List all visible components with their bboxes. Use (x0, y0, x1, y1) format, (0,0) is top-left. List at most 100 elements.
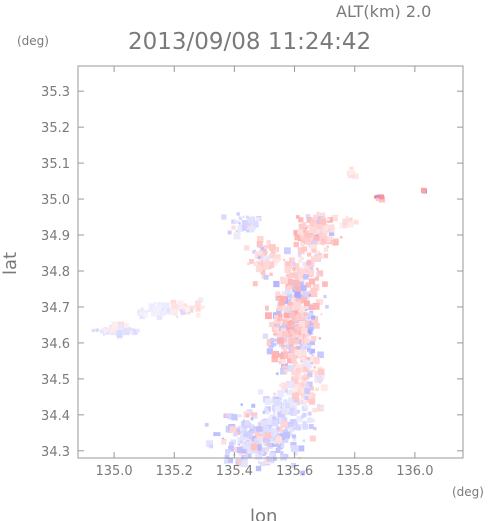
radar-echo-point (349, 169, 355, 175)
radar-echo-point (119, 328, 126, 335)
radar-echo-point (269, 429, 275, 435)
radar-echo-point (243, 449, 249, 455)
radar-echo-point (264, 398, 272, 405)
y-tick-label: 34.7 (41, 301, 70, 316)
radar-echo-point (309, 386, 314, 391)
radar-echo-point (312, 237, 315, 240)
radar-echo-point (280, 382, 288, 390)
radar-echo-point (281, 291, 289, 298)
radar-echo-point (266, 240, 271, 245)
radar-echo-point (297, 356, 300, 359)
radar-echo-point (262, 452, 266, 456)
x-tick-label: 135.0 (95, 464, 132, 479)
radar-echo-point (301, 246, 308, 252)
radar-echo-point (288, 352, 294, 359)
radar-echo-point (231, 414, 238, 421)
radar-echo-point (293, 410, 298, 415)
radar-echo-point (167, 305, 170, 308)
radar-echo-point (288, 369, 291, 372)
radar-echo-point (311, 354, 314, 357)
radar-echo-point (277, 389, 285, 397)
radar-echo-point (281, 417, 288, 423)
radar-echo-point (309, 398, 316, 405)
radar-echo-point (268, 266, 272, 270)
radar-echo-point (221, 437, 224, 440)
radar-echo-point (305, 272, 309, 276)
radar-echo-point (109, 326, 116, 334)
radar-echo-point (301, 383, 305, 387)
radar-echo-point (263, 426, 270, 433)
radar-echo-point (143, 312, 149, 318)
altitude-label: ALT(km) 2.0 (336, 2, 431, 21)
radar-echo-point (291, 334, 295, 338)
radar-echo-point (287, 292, 293, 298)
radar-echo-point (296, 415, 303, 423)
radar-echo-point (256, 426, 262, 432)
radar-echo-point (294, 296, 300, 302)
radar-echo-point (301, 356, 306, 361)
radar-echo-point (264, 407, 269, 412)
radar-echo-point (256, 235, 264, 243)
radar-echo-point (318, 232, 325, 240)
radar-echo-point (289, 329, 293, 333)
y-tick-label: 35.2 (41, 121, 70, 136)
radar-echo-point (308, 278, 316, 285)
radar-echo-point (191, 305, 195, 309)
radar-echo-point (242, 430, 247, 435)
radar-echo-point (238, 215, 241, 218)
radar-echo-point (274, 339, 277, 342)
radar-echo-point (309, 435, 316, 442)
radar-echo-point (292, 294, 295, 297)
radar-echo-point (300, 470, 306, 476)
radar-echo-point (266, 410, 270, 415)
radar-echo-point (289, 334, 293, 337)
radar-echo-point (140, 307, 145, 312)
radar-echo-point (294, 349, 301, 356)
radar-echo-point (306, 236, 312, 242)
radar-echo-point (302, 369, 306, 373)
radar-echo-point (265, 448, 269, 453)
radar-echo-point (316, 272, 320, 276)
radar-echo-point (317, 298, 324, 305)
radar-echo-point (310, 244, 318, 252)
radar-echo-point (311, 419, 315, 423)
radar-echo-point (194, 300, 201, 307)
radar-echo-point (236, 212, 240, 216)
radar-echo-point (379, 194, 385, 200)
radar-echo-point (296, 409, 300, 414)
radar-echo-point (304, 306, 308, 310)
radar-echo-point (253, 221, 259, 227)
radar-echo-point (376, 197, 380, 202)
radar-echo-point (303, 300, 310, 307)
radar-echo-point (307, 349, 310, 353)
radar-echo-point (265, 422, 271, 429)
radar-echo-point (153, 301, 157, 305)
radar-echo-point (269, 446, 273, 450)
radar-echo-point (310, 237, 314, 241)
radar-echo-point (312, 302, 320, 310)
radar-echo-point (266, 456, 273, 462)
radar-echo-point (295, 424, 302, 431)
radar-echo-point (266, 341, 271, 347)
radar-echo-point (270, 400, 273, 403)
radar-echo-point (238, 451, 243, 456)
radar-echo-point (340, 236, 343, 239)
radar-echo-point (289, 424, 292, 427)
radar-echo-point (297, 331, 301, 334)
radar-echo-point (319, 255, 323, 259)
radar-echo-point (236, 446, 243, 454)
radar-echo-point (293, 302, 301, 309)
radar-echo-point (231, 225, 236, 230)
radar-echo-point (279, 451, 284, 455)
radar-echo-point (172, 304, 179, 311)
radar-echo-point (316, 299, 320, 303)
radar-echo-point (294, 291, 301, 298)
radar-echo-point (293, 310, 298, 315)
radar-echo-point (262, 333, 269, 339)
radar-echo-point (318, 271, 321, 274)
radar-echo-point (293, 241, 299, 248)
y-tick-label: 34.3 (41, 445, 70, 460)
radar-echo-point (296, 264, 300, 267)
radar-echo-point (276, 304, 283, 311)
radar-echo-point (310, 348, 316, 354)
